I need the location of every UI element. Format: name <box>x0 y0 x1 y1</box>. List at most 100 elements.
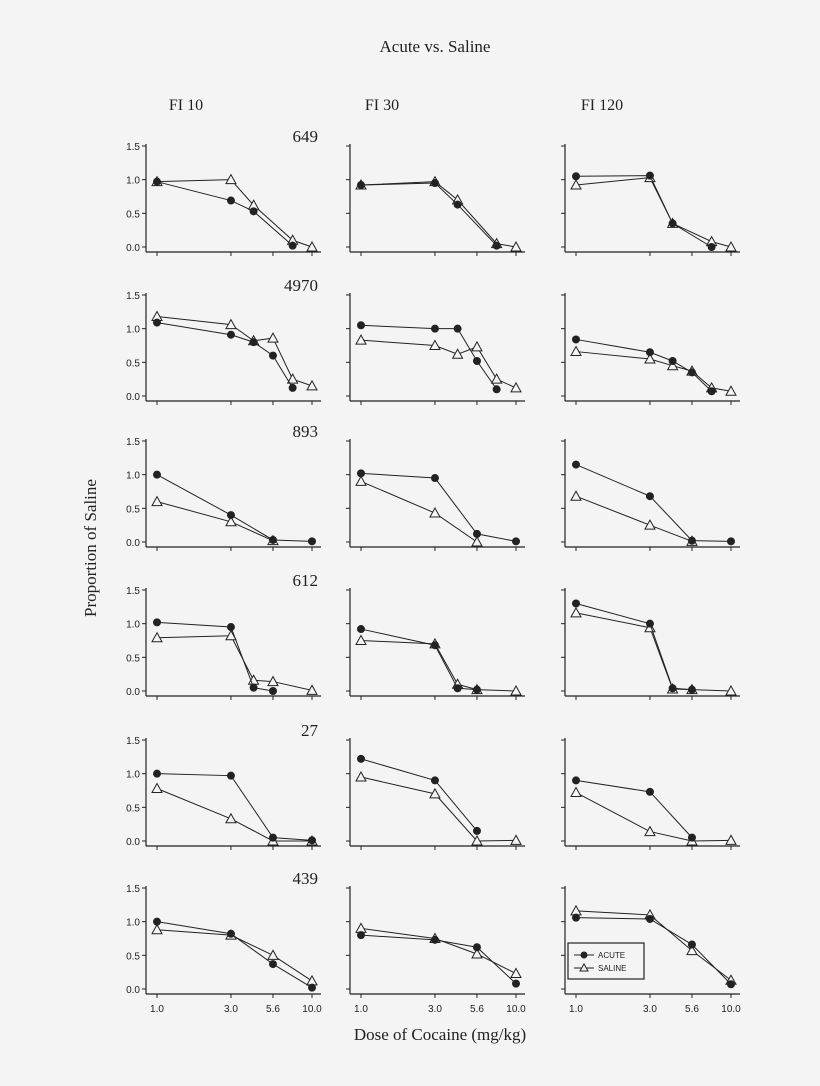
x-tick-label: 1.0 <box>569 1004 583 1015</box>
acute-point <box>512 537 520 546</box>
saline-point <box>725 834 737 845</box>
saline-point <box>225 318 237 330</box>
x-tick-label: 1.0 <box>354 1004 368 1015</box>
y-tick-label: 0.5 <box>126 951 140 962</box>
acute-point <box>268 960 277 969</box>
y-tick-label: 0.5 <box>126 803 140 814</box>
acute-series-line <box>575 338 712 392</box>
acute-point <box>153 470 161 479</box>
saline-point <box>225 629 237 641</box>
acute-point <box>645 787 654 796</box>
saline-point <box>306 240 318 252</box>
x-tick-label: 5.6 <box>470 1004 484 1015</box>
saline-point <box>510 967 522 979</box>
acute-point <box>707 387 716 396</box>
column-header: FI 10 <box>169 97 203 114</box>
saline-point <box>570 606 582 618</box>
acute-point <box>288 241 297 250</box>
saline-point <box>306 684 318 695</box>
saline-point <box>570 904 582 916</box>
saline-point <box>570 179 582 190</box>
subject-label: 27 <box>301 721 319 740</box>
acute-point <box>357 321 365 330</box>
saline-series-line <box>360 776 517 842</box>
acute-point <box>668 219 677 228</box>
saline-series-line <box>360 927 517 974</box>
acute-point <box>357 625 365 634</box>
x-tick-label: 3.0 <box>224 1004 238 1015</box>
acute-point <box>226 196 235 205</box>
saline-point <box>510 684 522 696</box>
y-tick-label: 0.0 <box>126 392 140 403</box>
y-tick-label: 1.5 <box>126 736 140 747</box>
y-tick-label: 1.5 <box>126 142 140 153</box>
saline-point <box>267 949 279 960</box>
acute-point <box>512 979 520 988</box>
saline-point <box>429 339 441 350</box>
saline-series-line <box>575 177 732 248</box>
acute-point <box>472 943 481 952</box>
saline-point <box>686 944 698 956</box>
saline-point <box>570 490 582 501</box>
y-tick-label: 1.0 <box>126 770 140 781</box>
x-tick-label: 5.6 <box>266 1004 280 1015</box>
acute-series-line <box>360 934 517 984</box>
saline-point <box>151 923 163 935</box>
acute-point <box>268 833 277 842</box>
saline-point <box>510 834 522 845</box>
saline-point <box>355 771 367 782</box>
saline-point <box>644 352 656 364</box>
x-tick-label: 10.0 <box>721 1004 741 1015</box>
x-tick-label: 5.6 <box>685 1004 699 1015</box>
acute-series-line <box>156 474 313 542</box>
acute-series-line <box>156 773 313 841</box>
acute-point <box>645 348 654 357</box>
saline-series-line <box>156 501 274 542</box>
saline-point <box>510 240 522 252</box>
acute-series-line <box>575 602 693 691</box>
acute-point <box>153 769 161 778</box>
legend-label: SALINE <box>598 964 626 973</box>
acute-point <box>472 356 481 365</box>
saline-series-line <box>360 480 478 543</box>
acute-point <box>453 324 462 333</box>
y-tick-label: 1.5 <box>126 884 140 895</box>
saline-point <box>267 675 279 687</box>
acute-point <box>268 535 277 544</box>
saline-point <box>429 507 441 518</box>
saline-point <box>306 379 318 391</box>
acute-series-line <box>156 921 313 989</box>
acute-point <box>153 618 161 627</box>
subject-label: 649 <box>293 127 319 146</box>
acute-point <box>687 685 696 694</box>
saline-point <box>471 535 483 547</box>
saline-series-line <box>575 910 732 981</box>
acute-point <box>430 776 439 785</box>
saline-point <box>471 834 483 846</box>
saline-series-line <box>575 351 732 392</box>
acute-point <box>288 383 297 392</box>
y-tick-label: 0.5 <box>126 209 140 220</box>
saline-point <box>225 173 237 185</box>
saline-point <box>471 340 483 352</box>
acute-point <box>645 619 654 628</box>
acute-point <box>430 324 439 333</box>
saline-point <box>286 373 299 384</box>
saline-point <box>151 495 163 507</box>
acute-point <box>727 980 735 989</box>
x-tick-label: 10.0 <box>506 1004 526 1015</box>
acute-point <box>727 537 735 546</box>
subject-label: 4970 <box>284 276 318 295</box>
acute-point <box>268 351 277 360</box>
acute-point <box>249 683 258 692</box>
acute-point <box>453 684 462 693</box>
saline-point <box>490 373 503 384</box>
saline-series-line <box>156 635 313 691</box>
saline-point <box>429 787 441 799</box>
acute-point <box>668 356 677 365</box>
acute-point <box>707 243 716 251</box>
legend-acute-marker <box>580 951 588 959</box>
x-tick-label: 3.0 <box>428 1004 442 1015</box>
